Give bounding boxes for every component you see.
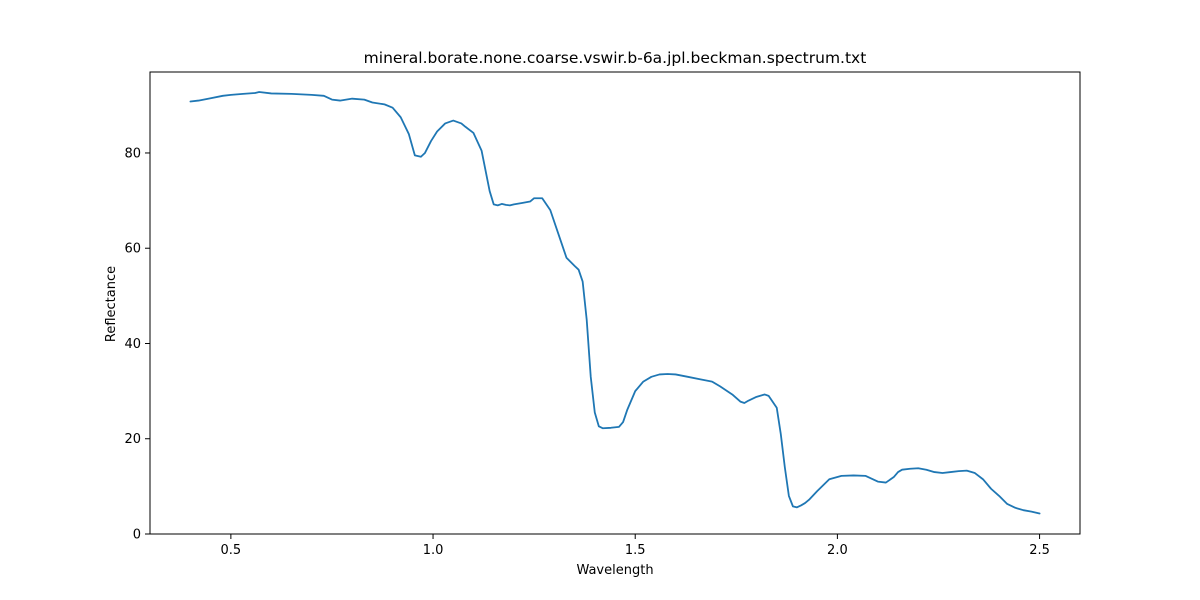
x-tick-label: 2.0 bbox=[827, 543, 848, 558]
x-axis-label: Wavelength bbox=[576, 563, 653, 578]
x-tick-label: 0.5 bbox=[221, 543, 242, 558]
reflectance-series-line bbox=[189, 91, 1041, 515]
x-tick-label: 1.5 bbox=[625, 543, 646, 558]
chart-title: mineral.borate.none.coarse.vswir.b-6a.jp… bbox=[364, 49, 867, 67]
ticks-layer: 0.5 1.0 1.5 2.0 2.5 0 20 40 60 80 bbox=[124, 146, 1049, 558]
y-tick-label: 60 bbox=[124, 242, 141, 257]
y-tick-label: 20 bbox=[124, 432, 141, 447]
x-tick-label: 2.5 bbox=[1029, 543, 1050, 558]
y-axis-label: Reflectance bbox=[104, 266, 119, 342]
y-tick-label: 40 bbox=[124, 337, 141, 352]
y-tick-label: 0 bbox=[133, 528, 141, 543]
y-tick-label: 80 bbox=[124, 146, 141, 161]
x-tick-label: 1.0 bbox=[423, 543, 444, 558]
plot-frame bbox=[149, 71, 1081, 535]
